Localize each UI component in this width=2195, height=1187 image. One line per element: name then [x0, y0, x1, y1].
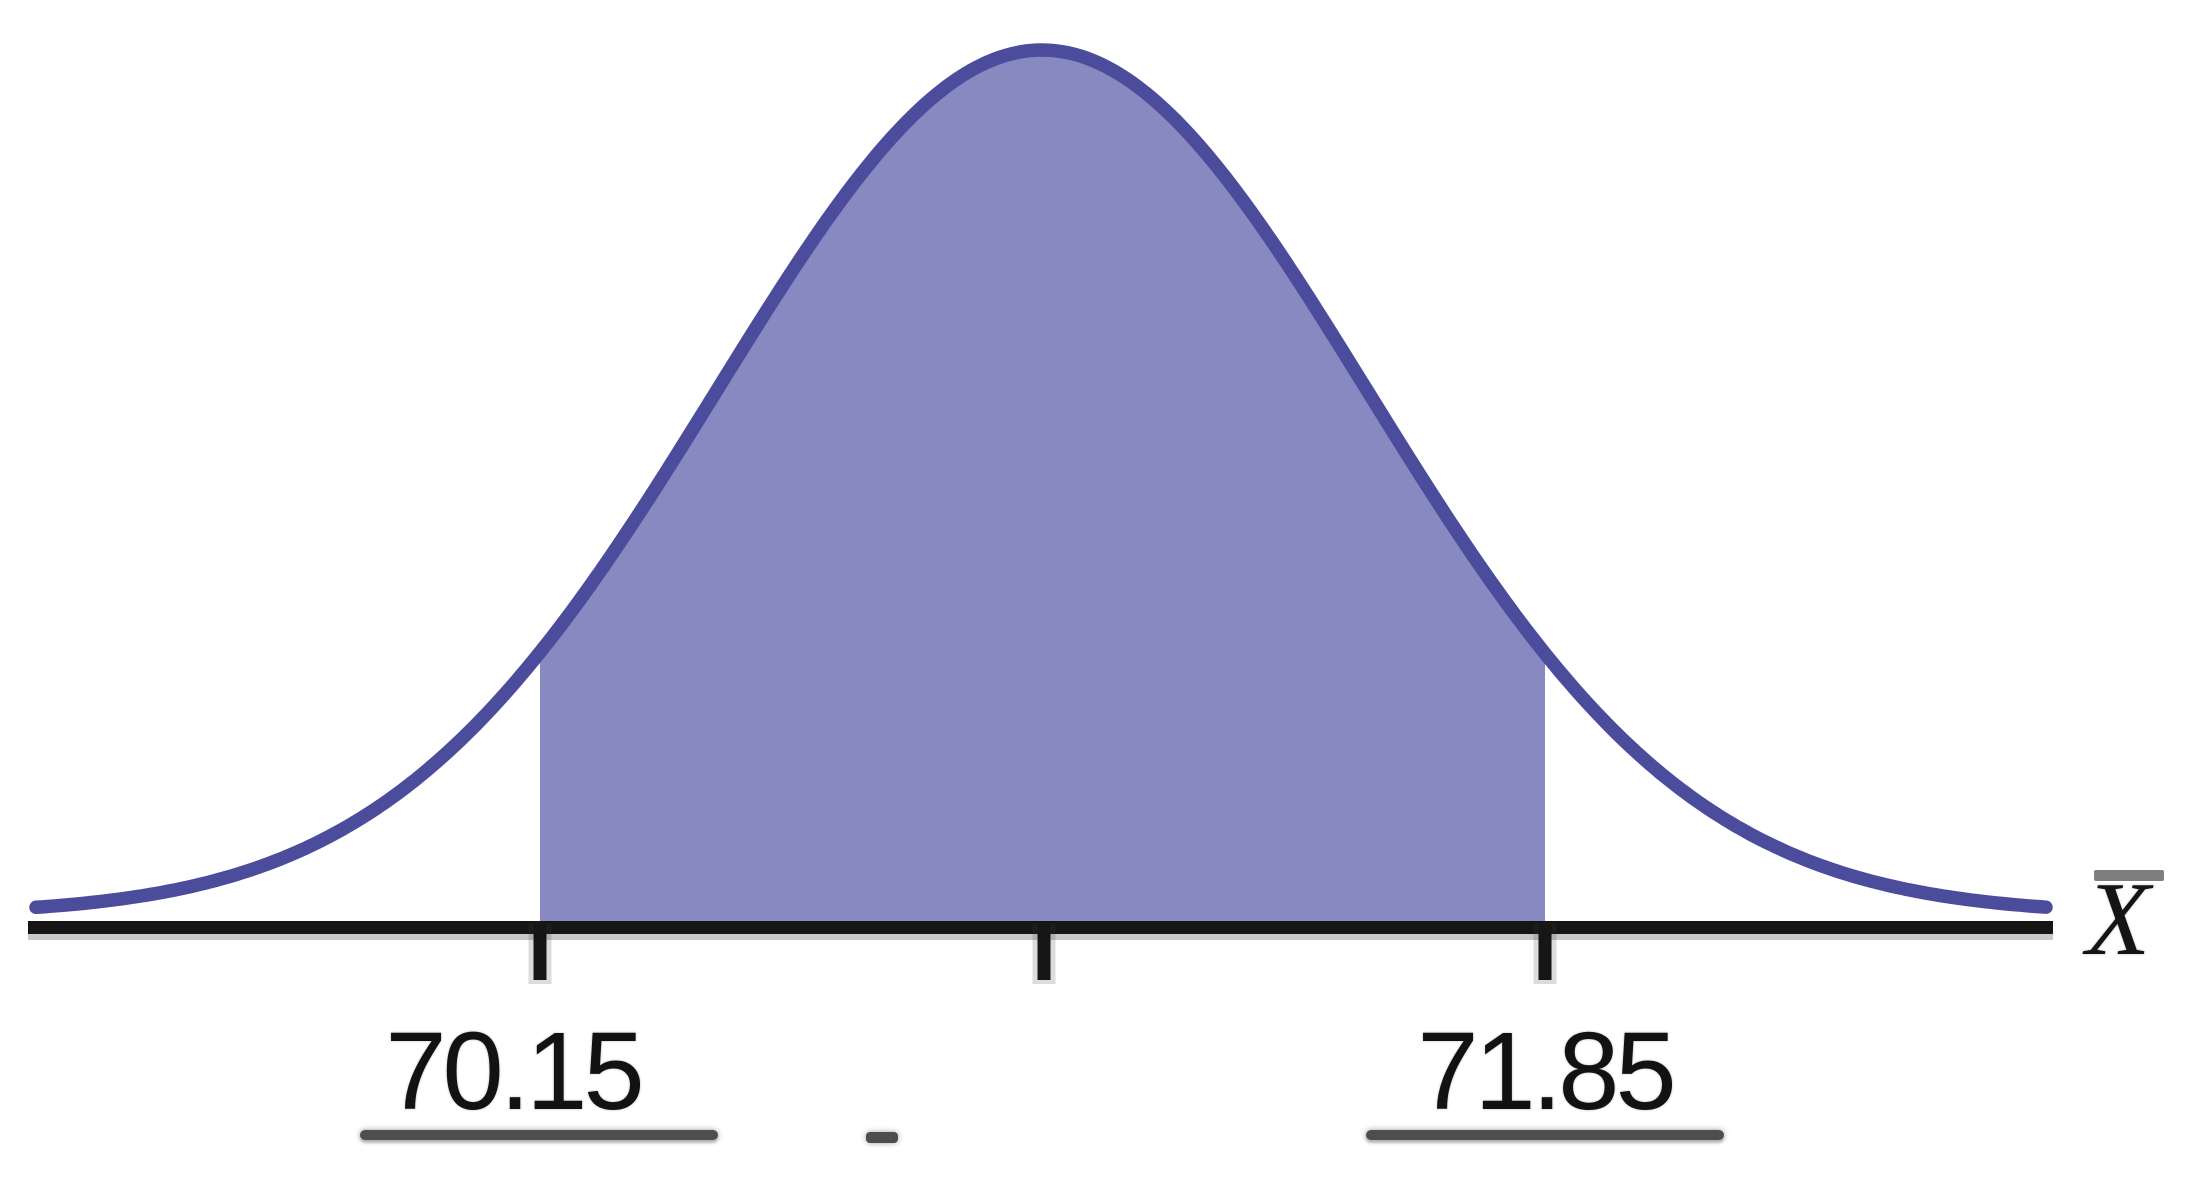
lower-bound-underline: [360, 1130, 718, 1140]
axis-tick-marks: [533, 924, 1552, 980]
upper-bound-label: 71.85: [1417, 1010, 1676, 1133]
upper-bound-underline: [1366, 1130, 1724, 1140]
shaded-probability-area: [540, 50, 1545, 929]
overline-bar: [2094, 870, 2164, 881]
blank-placeholder-dash: [866, 1132, 898, 1143]
bell-curve-outline: [29, 43, 2053, 915]
lower-bound-label: 70.15: [385, 1010, 644, 1133]
x-glyph: X: [2086, 860, 2151, 977]
